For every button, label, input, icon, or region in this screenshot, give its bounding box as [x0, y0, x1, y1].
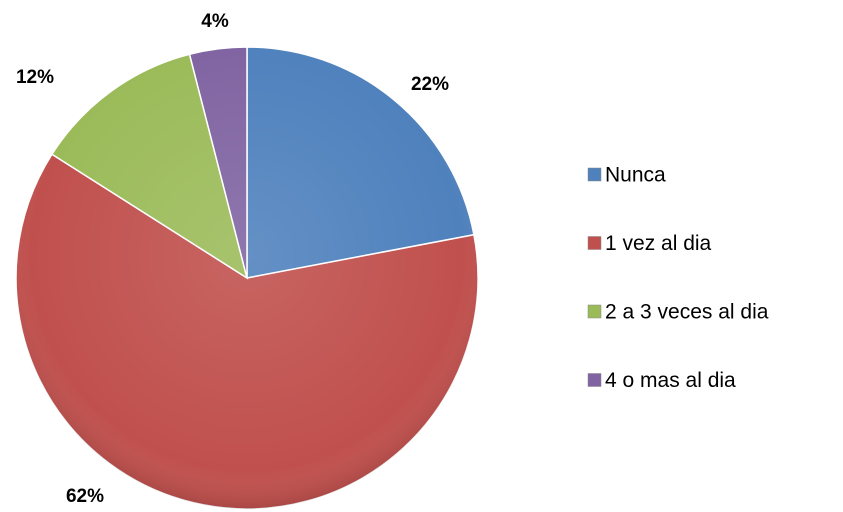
legend-swatch — [587, 373, 602, 387]
data-label: 4% — [201, 11, 229, 32]
legend-swatch — [587, 167, 602, 182]
legend-swatch — [587, 304, 602, 319]
legend-swatch — [587, 236, 602, 250]
legend-label: 1 vez al dia — [605, 232, 712, 255]
data-label: 12% — [16, 67, 54, 88]
data-label: 62% — [66, 486, 104, 507]
legend-label: 4 o mas al dia — [605, 369, 736, 392]
data-label: 22% — [411, 74, 449, 95]
legend-label: 2 a 3 veces al dia — [605, 301, 769, 324]
legend-label: Nunca — [605, 164, 666, 187]
